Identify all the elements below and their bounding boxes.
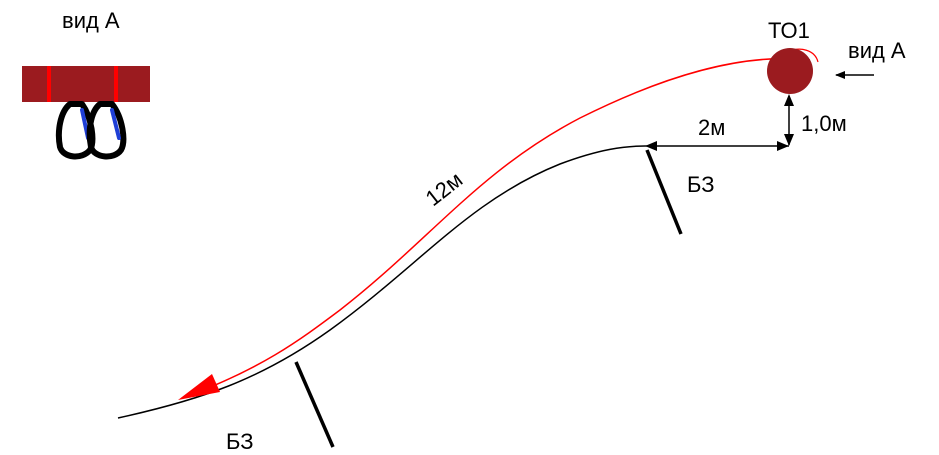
strap-mark-right [114,66,118,102]
tree-icon [767,48,813,94]
belay-post-lower [294,361,335,448]
tree-label: ТО1 [768,18,810,43]
slope-line [117,145,646,419]
view-arrow-label: вид А [848,38,906,63]
strap-mark-left [47,66,51,102]
vertical-distance-label: 1,0м [801,111,847,136]
vertical-dimension-arrow-bottom [784,134,794,146]
horizontal-dimension-arrow-left [645,141,657,151]
carabiner-right-icon [86,101,127,160]
rope-line [181,57,811,399]
inset-view-label: вид А [62,8,120,33]
rope-arrowhead-icon [178,374,220,400]
vertical-dimension-arrow-top [784,94,794,106]
inset-view-a: вид А [22,8,150,160]
belay-label-lower: БЗ [226,429,253,454]
strap-rect [22,66,150,102]
horizontal-dimension-arrow-right [777,141,789,151]
belay-post-upper [645,149,683,235]
belay-label-upper: БЗ [687,172,714,197]
horizontal-distance-label: 2м [698,115,725,140]
